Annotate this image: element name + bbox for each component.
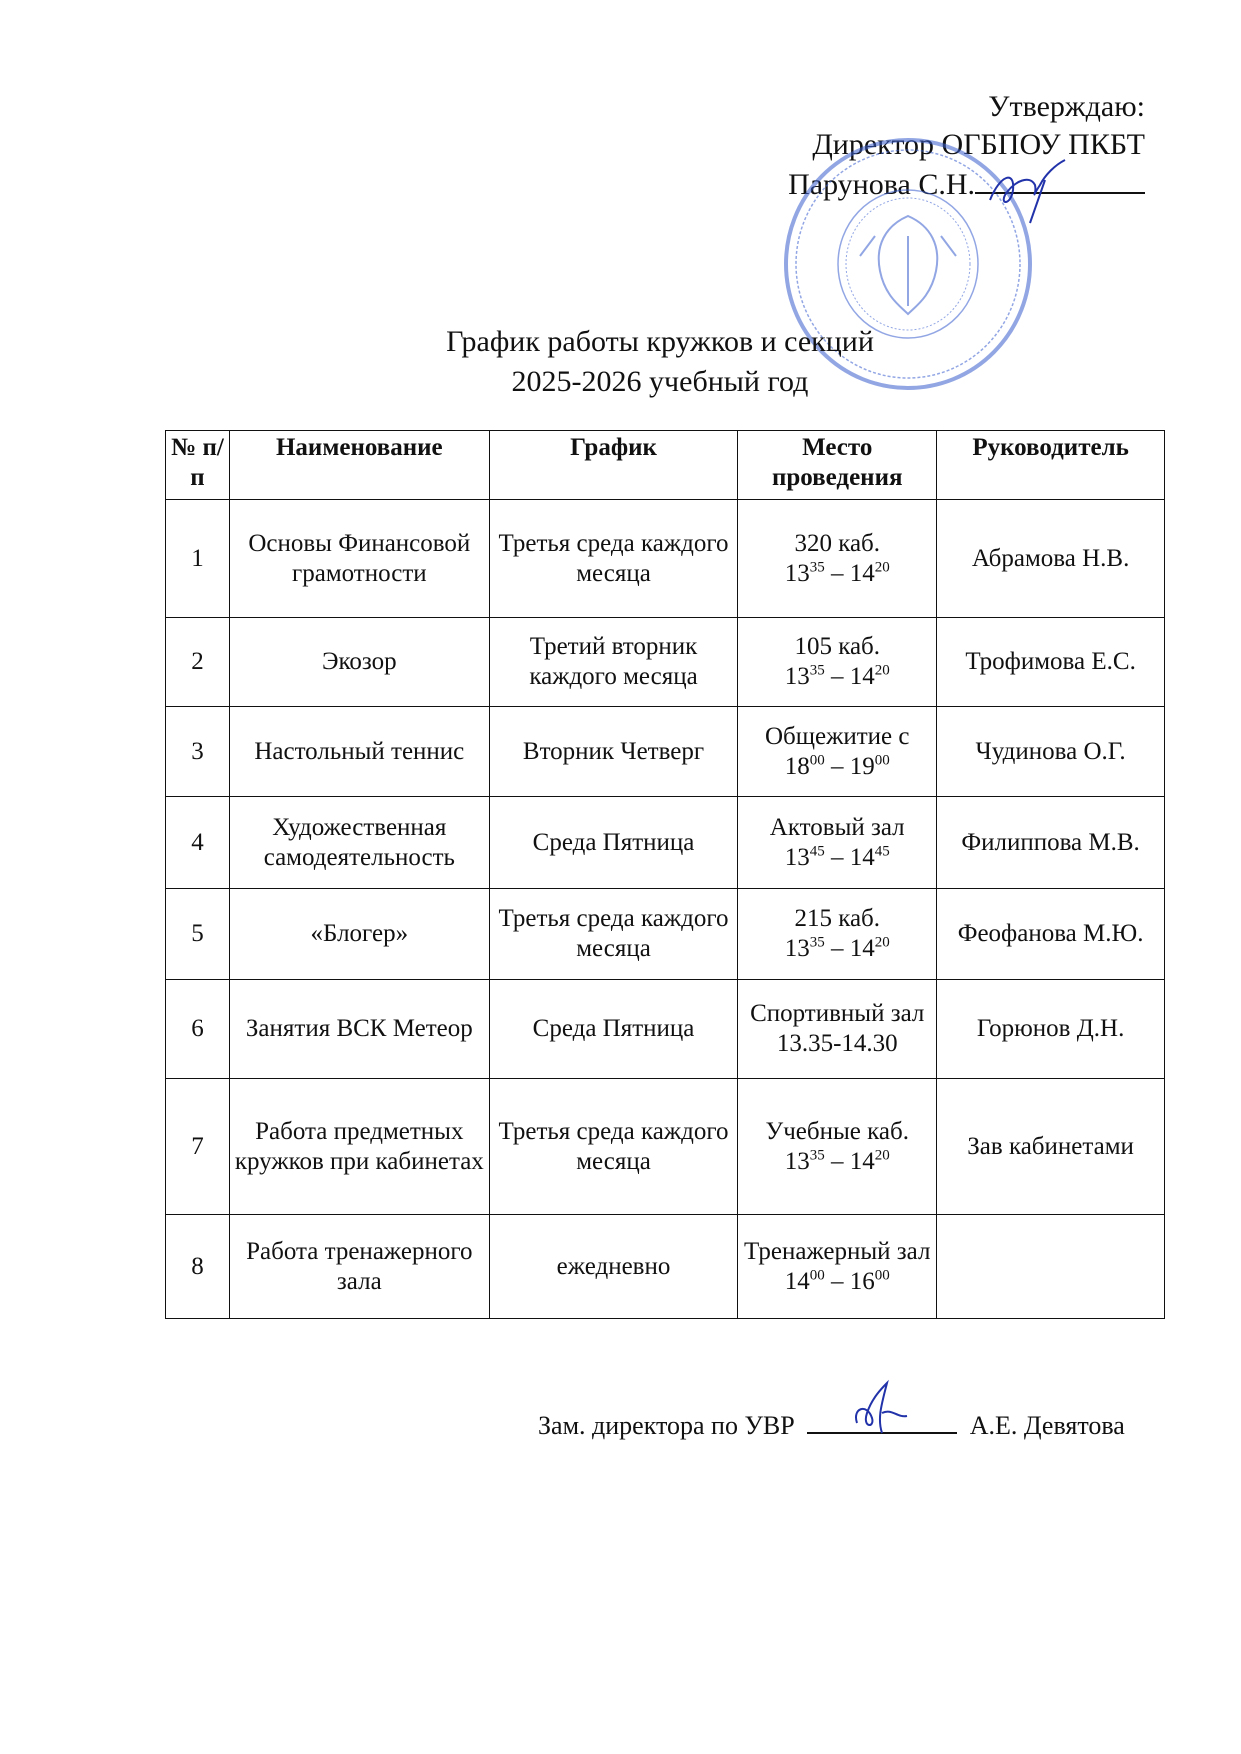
time-start: 1800 bbox=[784, 752, 825, 780]
place-label: 105 каб. bbox=[794, 633, 881, 660]
cell-num: 5 bbox=[165, 888, 230, 980]
time-start: 1400 bbox=[784, 1267, 825, 1295]
cell-name: Работа предметных кружков при кабинетах bbox=[228, 1078, 490, 1215]
place-label: Учебные каб. bbox=[765, 1117, 909, 1145]
cell-schedule: Среда Пятница bbox=[488, 796, 739, 889]
footer-signature-block: Зам. директора по УВР А.Е. Девятова bbox=[538, 1379, 1125, 1441]
time-end: 1600 bbox=[849, 1267, 890, 1295]
cell-place: Тренажерный зал 1400 – 1600 bbox=[737, 1214, 938, 1319]
time-start: 1335 bbox=[784, 559, 825, 587]
header-place: Место проведения bbox=[737, 430, 938, 500]
cell-name: Занятия ВСК Метеор bbox=[228, 979, 490, 1079]
table-row: 7 Работа предметных кружков при кабинета… bbox=[165, 1078, 1165, 1215]
cell-name: Настольный теннис bbox=[228, 706, 490, 797]
cell-leader: Абрамова Н.В. bbox=[936, 499, 1165, 618]
table-row: 5 «Блогер» Третья среда каждого месяца 2… bbox=[165, 888, 1165, 980]
place-label: 320 каб. bbox=[794, 529, 881, 557]
place-label: 215 каб. bbox=[794, 905, 881, 932]
time-end: 1420 bbox=[849, 559, 890, 587]
place-label: Общежитие с bbox=[764, 722, 910, 750]
place-label: Актовый зал bbox=[769, 813, 905, 841]
cell-place: 105 каб. 1335 – 1420 bbox=[737, 617, 938, 707]
cell-num: 1 bbox=[165, 499, 230, 618]
header-leader: Руководитель bbox=[936, 430, 1165, 500]
cell-num: 3 bbox=[165, 706, 230, 797]
cell-num: 4 bbox=[165, 796, 230, 889]
footer-position: Зам. директора по УВР bbox=[538, 1411, 795, 1440]
cell-name: Экозор bbox=[228, 617, 490, 707]
official-stamp bbox=[784, 138, 1032, 390]
time-end: 1420 bbox=[849, 1147, 890, 1175]
cell-place: Актовый зал 1345 – 1445 bbox=[737, 796, 938, 889]
cell-num: 8 bbox=[165, 1214, 230, 1319]
director-signature bbox=[989, 159, 1066, 224]
cell-leader: Зав кабинетами bbox=[936, 1078, 1165, 1215]
table-row: 3 Настольный теннис Вторник Четверг Обще… bbox=[165, 706, 1165, 797]
document-title: График работы кружков и секций 2025-2026… bbox=[0, 322, 1241, 402]
cell-leader: Филиппова М.В. bbox=[936, 796, 1165, 889]
cell-schedule: Третий вторник каждого месяца bbox=[488, 617, 739, 707]
place-label: Тренажерный зал bbox=[744, 1237, 931, 1265]
cell-name: «Блогер» bbox=[228, 888, 490, 980]
table-row: 6 Занятия ВСК Метеор Среда Пятница Спорт… bbox=[165, 979, 1165, 1079]
place-label: Спортивный зал bbox=[750, 1000, 925, 1027]
time-end: 1420 bbox=[849, 662, 890, 690]
cell-schedule: Вторник Четверг bbox=[488, 706, 739, 797]
title-line-1: График работы кружков и секций bbox=[446, 325, 874, 358]
time-end: 1420 bbox=[849, 934, 890, 962]
cell-place: 215 каб. 1335 – 1420 bbox=[737, 888, 938, 980]
time-range: 13.35-14.30 bbox=[776, 1030, 898, 1057]
time-start: 1335 bbox=[784, 934, 825, 962]
time-start: 1335 bbox=[784, 662, 825, 690]
time-start: 1345 bbox=[784, 843, 825, 871]
deputy-signature bbox=[855, 1379, 908, 1434]
cell-leader bbox=[936, 1214, 1165, 1319]
cell-place: Учебные каб. 1335 – 1420 bbox=[737, 1078, 938, 1215]
cell-place: 320 каб. 1335 – 1420 bbox=[737, 499, 938, 618]
table-row: 8 Работа тренажерного зала ежедневно Тре… bbox=[165, 1214, 1165, 1319]
cell-leader: Горюнов Д.Н. bbox=[936, 979, 1165, 1079]
footer-name: А.Е. Девятова bbox=[969, 1411, 1125, 1440]
table-row: 1 Основы Финансовой грамотности Третья с… bbox=[165, 499, 1165, 618]
approval-position: Директор ОГБПОУ ПКБТ bbox=[812, 128, 1145, 161]
cell-place: Общежитие с 1800 – 1900 bbox=[737, 706, 938, 797]
header-name: Наименование bbox=[228, 430, 490, 500]
cell-num: 2 bbox=[165, 617, 230, 707]
time-start: 1335 bbox=[784, 1147, 825, 1175]
table-row: 2 Экозор Третий вторник каждого месяца 1… bbox=[165, 617, 1165, 707]
title-line-2: 2025-2026 учебный год bbox=[511, 365, 809, 398]
cell-place: Спортивный зал 13.35-14.30 bbox=[737, 979, 938, 1079]
header-schedule: График bbox=[488, 430, 739, 500]
cell-name: Работа тренажерного зала bbox=[228, 1214, 490, 1319]
cell-schedule: Третья среда каждого месяца bbox=[488, 1078, 739, 1215]
cell-name: Основы Финансовой грамотности bbox=[228, 499, 490, 618]
signature-line bbox=[807, 1379, 958, 1434]
cell-leader: Трофимова Е.С. bbox=[936, 617, 1165, 707]
header-num: № п/п bbox=[165, 430, 230, 500]
table-row: 4 Художественная самодеятельность Среда … bbox=[165, 796, 1165, 889]
cell-schedule: Третья среда каждого месяца bbox=[488, 499, 739, 618]
cell-schedule: Среда Пятница bbox=[488, 979, 739, 1079]
approval-label: Утверждаю: bbox=[988, 90, 1145, 123]
cell-schedule: Третья среда каждого месяца bbox=[488, 888, 739, 980]
cell-schedule: ежедневно bbox=[488, 1214, 739, 1319]
signature-line bbox=[975, 164, 1145, 194]
schedule-table: № п/п Наименование График Место проведен… bbox=[165, 430, 1165, 1319]
approval-block: Утверждаю: Директор ОГБПОУ ПКБТ Парунова… bbox=[788, 88, 1145, 204]
cell-leader: Феофанова М.Ю. bbox=[936, 888, 1165, 980]
cell-name: Художественная самодеятельность bbox=[228, 796, 490, 889]
cell-num: 6 bbox=[165, 979, 230, 1079]
time-end: 1445 bbox=[849, 843, 890, 871]
cell-leader: Чудинова О.Г. bbox=[936, 706, 1165, 797]
cell-num: 7 bbox=[165, 1078, 230, 1215]
table-header-row: № п/п Наименование График Место проведен… bbox=[165, 430, 1165, 500]
time-end: 1900 bbox=[849, 752, 890, 780]
